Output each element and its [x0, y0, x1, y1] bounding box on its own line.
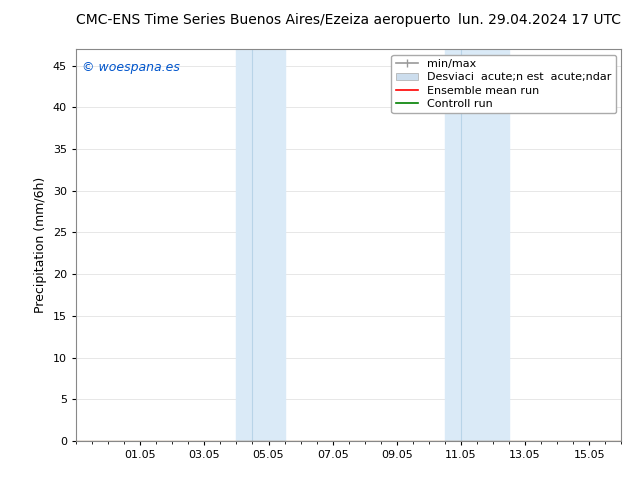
- Bar: [445, 49, 509, 441]
- Text: © woespana.es: © woespana.es: [82, 61, 179, 74]
- Text: lun. 29.04.2024 17 UTC: lun. 29.04.2024 17 UTC: [458, 13, 621, 26]
- Text: CMC-ENS Time Series Buenos Aires/Ezeiza aeropuerto: CMC-ENS Time Series Buenos Aires/Ezeiza …: [76, 13, 451, 26]
- Legend: min/max, Desviaci  acute;n est  acute;ndar, Ensemble mean run, Controll run: min/max, Desviaci acute;n est acute;ndar…: [391, 54, 616, 114]
- Y-axis label: Precipitation (mm/6h): Precipitation (mm/6h): [34, 177, 48, 313]
- Bar: [236, 49, 285, 441]
